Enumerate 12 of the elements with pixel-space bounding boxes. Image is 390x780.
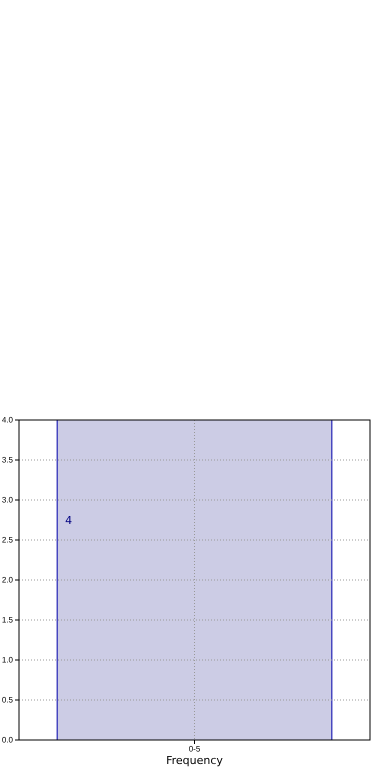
y-tick-label: 1.0 (2, 656, 14, 665)
y-tick-label: 2.0 (2, 576, 14, 585)
x-axis-title: Frequency (166, 754, 224, 767)
y-tick-label: 0.5 (2, 696, 14, 705)
y-tick-label: 4.0 (2, 416, 14, 425)
y-tick-label: 2.5 (2, 536, 14, 545)
data-label: 4 (65, 514, 72, 527)
y-tick-label: 0.0 (2, 736, 14, 745)
y-tick-label: 1.5 (2, 616, 14, 625)
y-tick-label: 3.5 (2, 456, 14, 465)
y-tick-label: 3.0 (2, 496, 14, 505)
x-tick-label: 0-5 (188, 744, 201, 754)
